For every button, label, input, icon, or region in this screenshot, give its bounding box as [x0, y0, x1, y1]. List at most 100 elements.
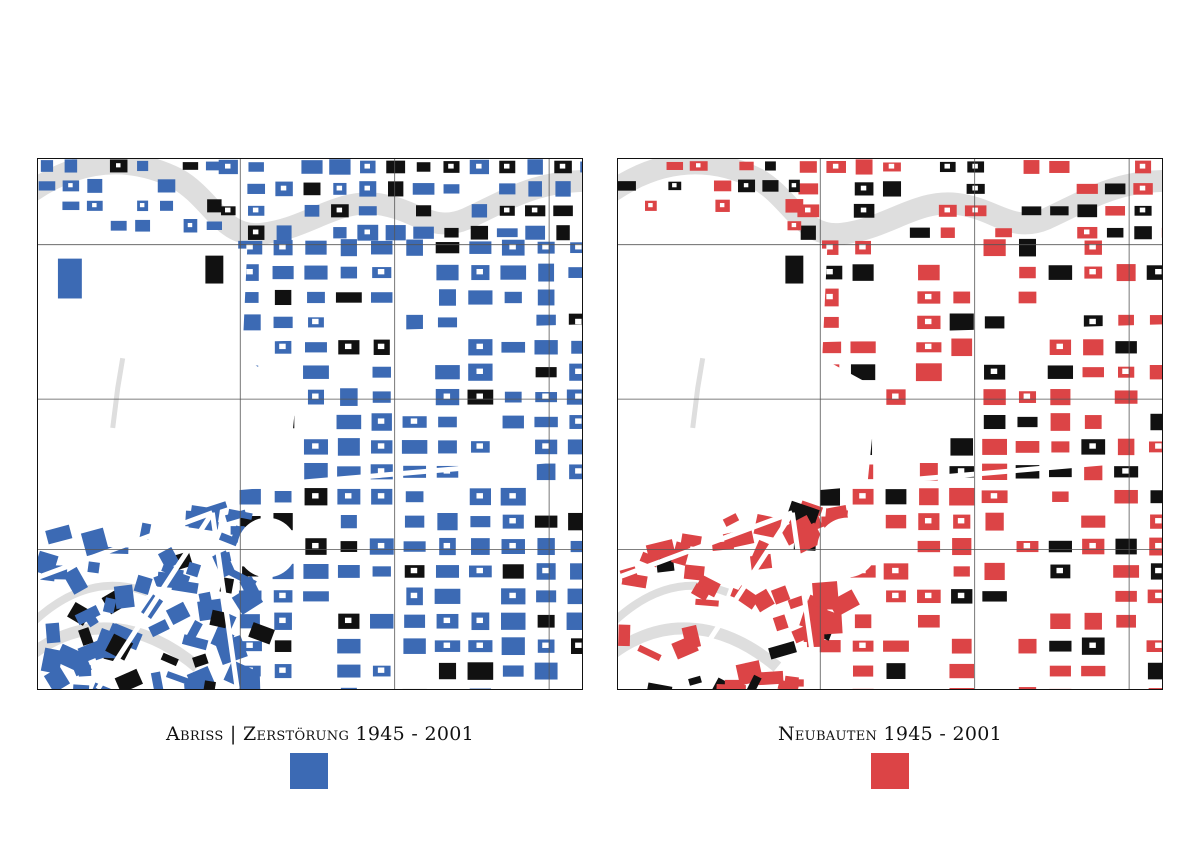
building-block	[785, 255, 804, 284]
building-block	[618, 181, 636, 191]
building-block	[206, 221, 223, 230]
courtyard	[509, 542, 516, 549]
courtyard	[944, 163, 950, 169]
courtyard	[924, 293, 932, 300]
courtyard	[972, 207, 978, 213]
building-block	[247, 183, 266, 194]
boulevard	[237, 324, 582, 343]
courtyard	[1155, 592, 1162, 599]
building-block	[241, 292, 259, 303]
building-block	[580, 161, 582, 173]
building-block	[102, 597, 117, 614]
building-block	[203, 680, 216, 689]
courtyard	[443, 642, 451, 648]
building-block	[192, 653, 209, 668]
courtyard	[443, 617, 451, 624]
building-block	[555, 181, 571, 197]
courtyard	[924, 318, 932, 325]
building-block	[1146, 640, 1162, 653]
courtyard	[476, 343, 483, 350]
courtyard	[859, 493, 866, 499]
building-block	[1084, 463, 1103, 481]
building-block	[471, 204, 488, 218]
courtyard	[92, 203, 97, 208]
building-block	[305, 342, 327, 353]
building-block	[535, 367, 557, 378]
building-block	[1052, 491, 1069, 502]
building-block	[248, 622, 275, 645]
building-block	[133, 574, 153, 595]
building-block	[885, 489, 907, 505]
building-block	[439, 289, 456, 306]
building-block	[438, 662, 457, 680]
building-block	[340, 687, 357, 689]
building-block	[80, 527, 109, 557]
courtyard	[972, 185, 978, 191]
building-block	[1018, 291, 1037, 304]
courtyard	[279, 592, 286, 599]
courtyard	[312, 318, 319, 325]
courtyard	[336, 185, 343, 191]
river	[618, 159, 1162, 246]
legend-swatch-demolition	[290, 753, 328, 789]
courtyard	[1089, 443, 1096, 449]
building-block	[883, 640, 909, 652]
building-block	[757, 670, 784, 686]
building-block	[239, 488, 261, 505]
building-block	[784, 675, 799, 687]
courtyard	[826, 268, 833, 275]
building-block	[184, 682, 209, 689]
courtyard	[972, 163, 978, 169]
building-block	[467, 662, 494, 680]
courtyard	[1023, 542, 1031, 549]
building-block	[205, 161, 223, 171]
building-block	[436, 264, 459, 281]
boulevard	[817, 455, 1162, 491]
building-block	[231, 584, 264, 615]
building-block	[885, 514, 907, 529]
ring-road	[38, 622, 202, 672]
building-block	[917, 614, 940, 628]
building-block	[276, 225, 292, 241]
courtyard	[476, 567, 483, 574]
courtyard	[312, 542, 319, 549]
building-block	[1077, 204, 1098, 218]
building-block	[303, 182, 321, 196]
building-block	[83, 610, 99, 628]
building-block	[695, 598, 719, 607]
building-block	[1084, 415, 1102, 429]
courtyard	[719, 203, 725, 208]
building-block	[1149, 365, 1162, 380]
map-layer	[618, 159, 1162, 689]
building-block	[566, 389, 582, 405]
building-block	[1015, 441, 1040, 453]
building-block	[982, 438, 1008, 455]
courtyard	[791, 183, 797, 188]
building-block	[337, 664, 361, 678]
courtyard	[860, 185, 867, 191]
building-block	[1047, 365, 1074, 379]
courtyard	[924, 343, 932, 350]
courtyard	[246, 268, 253, 275]
courtyard	[892, 592, 899, 599]
courtyard	[476, 642, 483, 648]
building-block	[57, 258, 82, 299]
building-block	[525, 225, 546, 240]
figure-ground-map-new-buildings	[618, 159, 1162, 689]
building-block	[469, 241, 492, 254]
building-block	[765, 161, 776, 171]
courtyard	[924, 518, 932, 524]
courtyard	[279, 343, 286, 350]
building-block	[160, 652, 179, 667]
building-block	[1115, 341, 1137, 354]
building-block	[157, 546, 180, 570]
building-block	[438, 416, 457, 428]
building-block	[800, 225, 816, 240]
building-block	[683, 564, 705, 581]
courtyard	[826, 244, 833, 250]
courtyard	[826, 293, 833, 300]
courtyard	[476, 493, 483, 499]
building-block	[949, 663, 975, 679]
building-block	[496, 228, 518, 238]
courtyard	[531, 207, 538, 213]
